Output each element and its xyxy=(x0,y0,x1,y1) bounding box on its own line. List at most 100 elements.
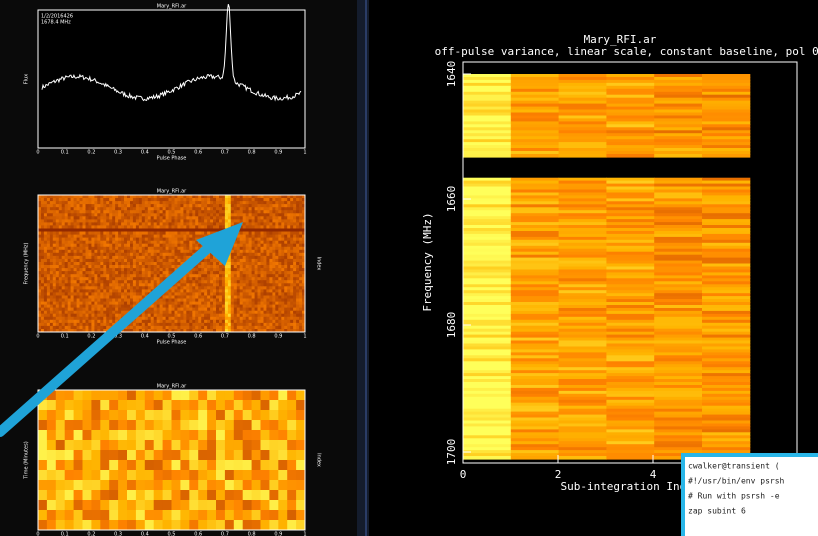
heatmap-cell xyxy=(189,201,193,205)
heatmap-cell xyxy=(172,450,181,461)
heatmap-cell xyxy=(56,292,60,296)
heatmap-cell xyxy=(225,302,229,306)
heatmap-cell xyxy=(231,265,235,269)
heatmap-cell xyxy=(154,320,158,324)
heatmap-cell xyxy=(269,305,273,309)
heatmap-cell xyxy=(163,510,172,521)
heatmap-cell xyxy=(195,198,199,202)
heatmap-cell xyxy=(88,247,92,251)
heatmap-cell xyxy=(44,241,48,245)
heatmap-cell xyxy=(207,207,211,211)
heatmap-cell xyxy=(115,292,119,296)
heatmap-cell xyxy=(169,244,173,248)
heatmap-cell xyxy=(180,420,189,431)
heatmap-cell xyxy=(189,292,193,296)
heatmap-cell xyxy=(293,283,297,287)
heatmap-cell xyxy=(216,311,220,315)
heatmap-cell xyxy=(151,305,155,309)
heatmap-cell xyxy=(240,265,244,269)
heatmap-cell xyxy=(56,470,65,481)
heatmap-cell xyxy=(275,302,279,306)
heatmap-cell xyxy=(287,216,291,220)
heatmap-cell xyxy=(278,510,287,521)
heatmap-cell xyxy=(124,308,128,312)
heatmap-cell xyxy=(222,320,226,324)
heatmap-cell xyxy=(71,296,75,300)
heatmap-cell xyxy=(109,225,113,229)
heatmap-cell xyxy=(124,213,128,217)
heatmap-cell xyxy=(249,238,253,242)
heatmap-cell xyxy=(186,323,190,327)
heatmap-cell xyxy=(252,232,256,236)
heatmap-cell xyxy=(293,277,297,281)
heatmap-cell xyxy=(222,198,226,202)
heatmap-cell xyxy=(47,289,51,293)
heatmap-cell xyxy=(47,440,56,451)
heatmap-cell xyxy=(243,440,252,451)
heatmap-cell xyxy=(91,299,95,303)
heatmap-cell xyxy=(287,247,291,251)
heatmap-cell xyxy=(74,299,78,303)
heatmap-cell xyxy=(606,154,654,158)
heatmap-cell xyxy=(160,195,164,199)
heatmap-cell xyxy=(172,308,176,312)
heatmap-cell xyxy=(261,500,270,511)
heatmap-cell xyxy=(258,222,262,226)
heatmap-cell xyxy=(287,198,291,202)
heatmap-cell xyxy=(258,250,262,254)
heatmap-cell xyxy=(275,241,279,245)
heatmap-cell xyxy=(109,219,113,223)
heatmap-cell xyxy=(56,201,60,205)
heatmap-cell xyxy=(258,314,262,318)
heatmap-cell xyxy=(296,241,300,245)
heatmap-cell xyxy=(74,480,83,491)
heatmap-cell xyxy=(195,286,199,290)
heatmap-cell xyxy=(180,410,189,421)
heatmap-cell xyxy=(284,299,288,303)
heatmap-cell xyxy=(195,216,199,220)
heatmap-cell xyxy=(106,274,110,278)
heatmap-cell xyxy=(115,241,119,245)
heatmap-cell xyxy=(44,320,48,324)
heatmap-cell xyxy=(293,238,297,242)
heatmap-cell xyxy=(702,154,750,158)
heatmap-cell xyxy=(249,244,253,248)
heatmap-cell xyxy=(207,460,216,471)
heatmap-cell xyxy=(145,286,149,290)
heatmap-cell xyxy=(100,198,104,202)
heatmap-cell xyxy=(127,232,131,236)
heatmap-cell xyxy=(207,323,211,327)
heatmap-cell xyxy=(151,198,155,202)
heatmap-cell xyxy=(44,225,48,229)
heatmap-cell xyxy=(53,265,57,269)
heatmap-cell xyxy=(154,195,158,199)
heatmap-cell xyxy=(47,490,56,501)
heatmap-cell xyxy=(127,262,131,266)
heatmap-cell xyxy=(172,302,176,306)
heatmap-cell xyxy=(225,207,229,211)
heatmap-cell xyxy=(278,500,287,511)
heatmap-cell xyxy=(109,292,113,296)
heatmap-cell xyxy=(293,320,297,324)
heatmap-cell xyxy=(213,229,217,233)
heatmap-cell xyxy=(80,201,84,205)
heatmap-cell xyxy=(47,204,51,208)
heatmap-cell xyxy=(44,292,48,296)
heatmap-cell xyxy=(240,302,244,306)
heatmap-cell xyxy=(252,204,256,208)
heatmap-cell xyxy=(127,241,131,245)
heatmap-cell xyxy=(133,268,137,272)
heatmap-cell xyxy=(91,420,100,431)
heatmap-cell xyxy=(266,311,270,315)
heatmap-cell xyxy=(160,299,164,303)
heatmap-cell xyxy=(275,311,279,315)
heatmap-cell xyxy=(225,265,229,269)
panel-title: Mary_RFI.ar xyxy=(157,384,187,390)
heatmap-cell xyxy=(142,314,146,318)
heatmap-cell xyxy=(47,450,56,461)
heatmap-cell xyxy=(275,305,279,309)
heatmap-cell xyxy=(62,292,65,296)
heatmap-cell xyxy=(240,229,244,233)
heatmap-cell xyxy=(56,222,60,226)
heatmap-cell xyxy=(118,440,127,451)
